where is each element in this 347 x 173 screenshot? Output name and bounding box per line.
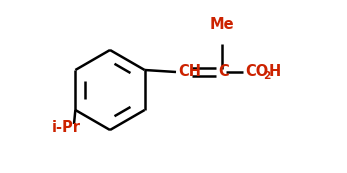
Text: H: H: [269, 65, 281, 80]
Text: CH: CH: [178, 65, 201, 80]
Text: C: C: [218, 65, 229, 80]
Text: CO: CO: [245, 65, 268, 80]
Text: 2: 2: [263, 71, 270, 81]
Text: Me: Me: [210, 17, 234, 32]
Text: i-Pr: i-Pr: [52, 121, 81, 135]
